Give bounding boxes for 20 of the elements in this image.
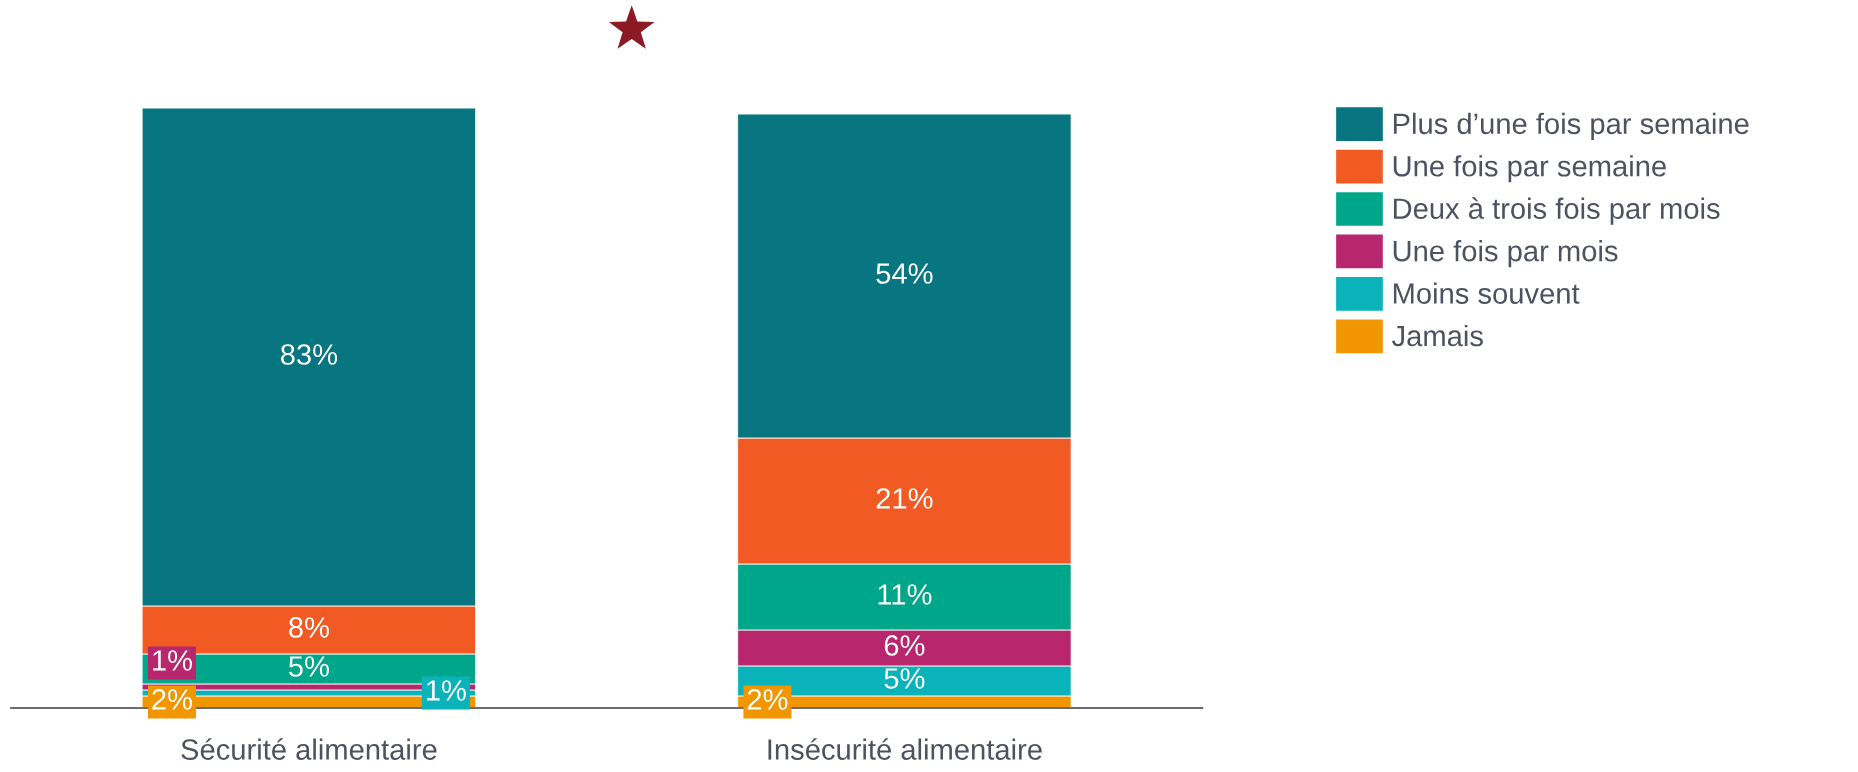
data-label: 1% [427, 680, 466, 701]
legend-label: Jamais [1392, 324, 1483, 347]
x-tick-label: Sécurité alimentaire [181, 738, 437, 760]
data-label: 11% [878, 584, 932, 605]
data-label: 8% [289, 617, 329, 638]
data-label: 2% [747, 689, 788, 710]
legend-label: Une fois par mois [1393, 240, 1618, 268]
legend-label: Plus d’une fois par semaine [1393, 112, 1749, 140]
data-label: 1% [153, 650, 192, 671]
data-label: 21% [876, 488, 933, 509]
data-label: 5% [884, 668, 925, 689]
x-tick-label: Insécurité alimentaire [768, 738, 1042, 760]
data-label: 2% [152, 689, 192, 710]
legend-label: Moins souvent [1393, 282, 1580, 304]
legend-label: Une fois par semaine [1393, 155, 1666, 183]
data-label: 6% [884, 635, 925, 656]
data-label: 54% [876, 263, 933, 284]
data-label: 5% [288, 656, 329, 677]
legend-label: Deux à trois fois par mois [1393, 197, 1720, 225]
data-label: 83% [280, 344, 338, 365]
